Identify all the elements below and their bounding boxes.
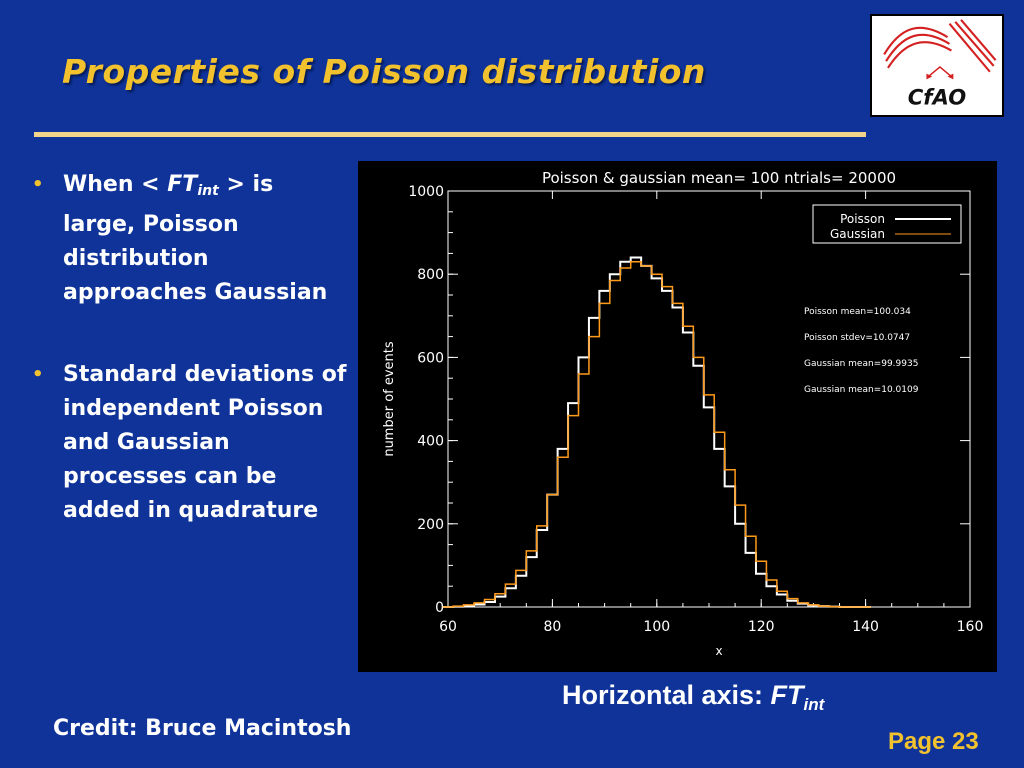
y-tick-label: 200 bbox=[417, 517, 444, 533]
y-tick-label: 1000 bbox=[408, 184, 444, 200]
bullet-2: • Standard deviations of independent Poi… bbox=[32, 358, 352, 528]
stat-annotation: Gaussian mean=99.9935 bbox=[804, 359, 918, 369]
chart-title: Poisson & gaussian mean= 100 ntrials= 20… bbox=[542, 169, 896, 187]
x-axis-label: x bbox=[715, 644, 722, 658]
y-axis-label: number of events bbox=[382, 341, 397, 457]
page-number: Page 23 bbox=[888, 728, 979, 755]
bullet-dot: • bbox=[32, 364, 44, 385]
bullet-1: • When < FTint > is large, Poisson distr… bbox=[32, 168, 352, 310]
horizontal-axis-caption: Horizontal axis: FTint bbox=[562, 680, 824, 715]
bullet-1-ft: FT bbox=[167, 172, 198, 197]
stat-annotation: Gaussian mean=10.0109 bbox=[804, 385, 919, 395]
bullet-1-sub: int bbox=[197, 183, 219, 199]
stat-annotation: Poisson mean=100.034 bbox=[804, 307, 911, 317]
x-tick-label: 60 bbox=[439, 619, 457, 635]
cfao-logo-icon: CfAO bbox=[883, 19, 997, 109]
legend-box bbox=[812, 204, 962, 244]
y-tick-label: 800 bbox=[417, 267, 444, 283]
x-tick-label: 100 bbox=[643, 619, 670, 635]
histogram-plot: Poisson & gaussian mean= 100 ntrials= 20… bbox=[358, 161, 997, 672]
bullet-1-text-post: > is large, Poisson distribution approac… bbox=[63, 172, 328, 305]
x-tick-label: 120 bbox=[748, 619, 775, 635]
x-tick-label: 80 bbox=[543, 619, 561, 635]
bullet-dot: • bbox=[32, 174, 44, 195]
credit-text: Credit: Bruce Macintosh bbox=[53, 716, 352, 741]
y-tick-label: 400 bbox=[417, 434, 444, 450]
logo-text: CfAO bbox=[908, 84, 966, 109]
bullet-2-text: Standard deviations of independent Poiss… bbox=[63, 362, 347, 523]
haxis-ft: FT bbox=[770, 680, 804, 710]
x-tick-label: 140 bbox=[852, 619, 879, 635]
legend-label: Gaussian bbox=[830, 227, 885, 241]
histogram-chart: Poisson & gaussian mean= 100 ntrials= 20… bbox=[382, 169, 984, 658]
stat-annotation: Poisson stdev=10.0747 bbox=[804, 333, 910, 343]
slide-title: Properties of Poisson distribution bbox=[62, 52, 706, 91]
bullet-list: • When < FTint > is large, Poisson distr… bbox=[32, 168, 352, 528]
haxis-sub: int bbox=[803, 695, 825, 714]
bullet-1-text-pre: When < bbox=[63, 172, 168, 197]
plot-frame bbox=[447, 190, 971, 608]
series-line-gaussian bbox=[442, 260, 871, 608]
y-tick-label: 600 bbox=[417, 350, 444, 366]
legend-label: Poisson bbox=[840, 212, 885, 226]
y-tick-label: 0 bbox=[435, 600, 444, 616]
haxis-label: Horizontal axis: bbox=[562, 680, 771, 710]
cfao-logo: CfAO bbox=[870, 14, 1004, 117]
title-underline bbox=[34, 132, 866, 137]
x-tick-label: 160 bbox=[957, 619, 984, 635]
